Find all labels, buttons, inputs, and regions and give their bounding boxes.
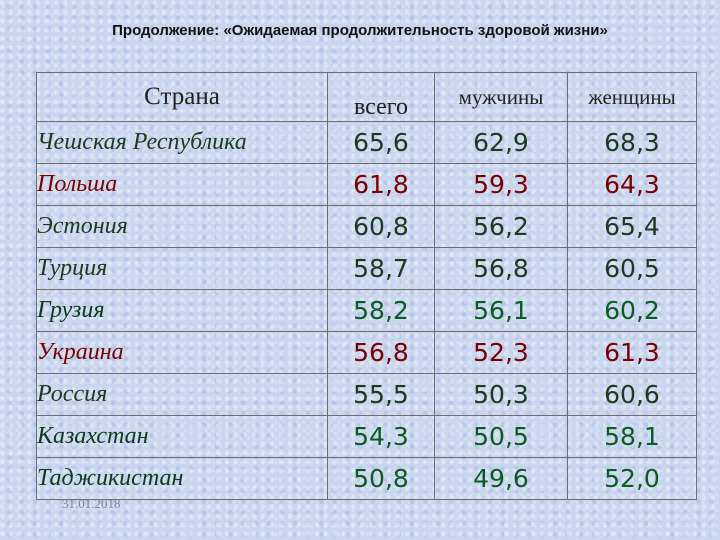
value-men: 52,3 <box>434 331 568 374</box>
country-name: Грузия <box>36 289 328 332</box>
value-men: 50,3 <box>434 373 568 416</box>
value-total: 61,8 <box>327 163 435 206</box>
table-row: Таджикистан 50,8 49,6 52,0 <box>36 457 697 500</box>
value-women: 65,4 <box>567 205 697 248</box>
table-row: Россия 55,5 50,3 60,6 <box>36 373 697 416</box>
table-header-row: Страна всего мужчины женщины <box>36 72 697 122</box>
value-women: 60,6 <box>567 373 697 416</box>
value-men: 56,8 <box>434 247 568 290</box>
header-women: женщины <box>567 72 697 122</box>
value-men: 59,3 <box>434 163 568 206</box>
header-total: всего <box>327 72 435 122</box>
table-row: Украина 56,8 52,3 61,3 <box>36 331 697 374</box>
value-total: 55,5 <box>327 373 435 416</box>
value-men: 56,2 <box>434 205 568 248</box>
slide-title: Продолжение: «Ожидаемая продолжительност… <box>112 22 608 39</box>
table-row: Казахстан 54,3 50,5 58,1 <box>36 415 697 458</box>
header-men: мужчины <box>434 72 568 122</box>
table-row: Польша 61,8 59,3 64,3 <box>36 163 697 206</box>
country-name: Польша <box>36 163 328 206</box>
value-total: 54,3 <box>327 415 435 458</box>
table-row: Эстония 60,8 56,2 65,4 <box>36 205 697 248</box>
value-women: 68,3 <box>567 121 697 164</box>
table-row: Чешская Республика 65,6 62,9 68,3 <box>36 121 697 164</box>
value-total: 58,7 <box>327 247 435 290</box>
table-row: Грузия 58,2 56,1 60,2 <box>36 289 697 332</box>
value-total: 58,2 <box>327 289 435 332</box>
value-total: 60,8 <box>327 205 435 248</box>
value-total: 65,6 <box>327 121 435 164</box>
value-women: 58,1 <box>567 415 697 458</box>
country-name: Россия <box>36 373 328 416</box>
value-women: 61,3 <box>567 331 697 374</box>
value-women: 64,3 <box>567 163 697 206</box>
value-total: 50,8 <box>327 457 435 500</box>
country-name: Эстония <box>36 205 328 248</box>
value-men: 50,5 <box>434 415 568 458</box>
table-row: Турция 58,7 56,8 60,5 <box>36 247 697 290</box>
header-country: Страна <box>36 72 328 122</box>
value-total: 56,8 <box>327 331 435 374</box>
country-name: Чешская Республика <box>36 121 328 164</box>
value-men: 56,1 <box>434 289 568 332</box>
value-women: 60,5 <box>567 247 697 290</box>
value-women: 60,2 <box>567 289 697 332</box>
life-expectancy-table: Страна всего мужчины женщины Чешская Рес… <box>36 72 697 500</box>
value-men: 62,9 <box>434 121 568 164</box>
footer-date: 31.01.2018 <box>62 496 121 511</box>
value-men: 49,6 <box>434 457 568 500</box>
country-name: Казахстан <box>36 415 328 458</box>
country-name: Турция <box>36 247 328 290</box>
value-women: 52,0 <box>567 457 697 500</box>
country-name: Украина <box>36 331 328 374</box>
country-name: Таджикистан <box>36 457 328 500</box>
